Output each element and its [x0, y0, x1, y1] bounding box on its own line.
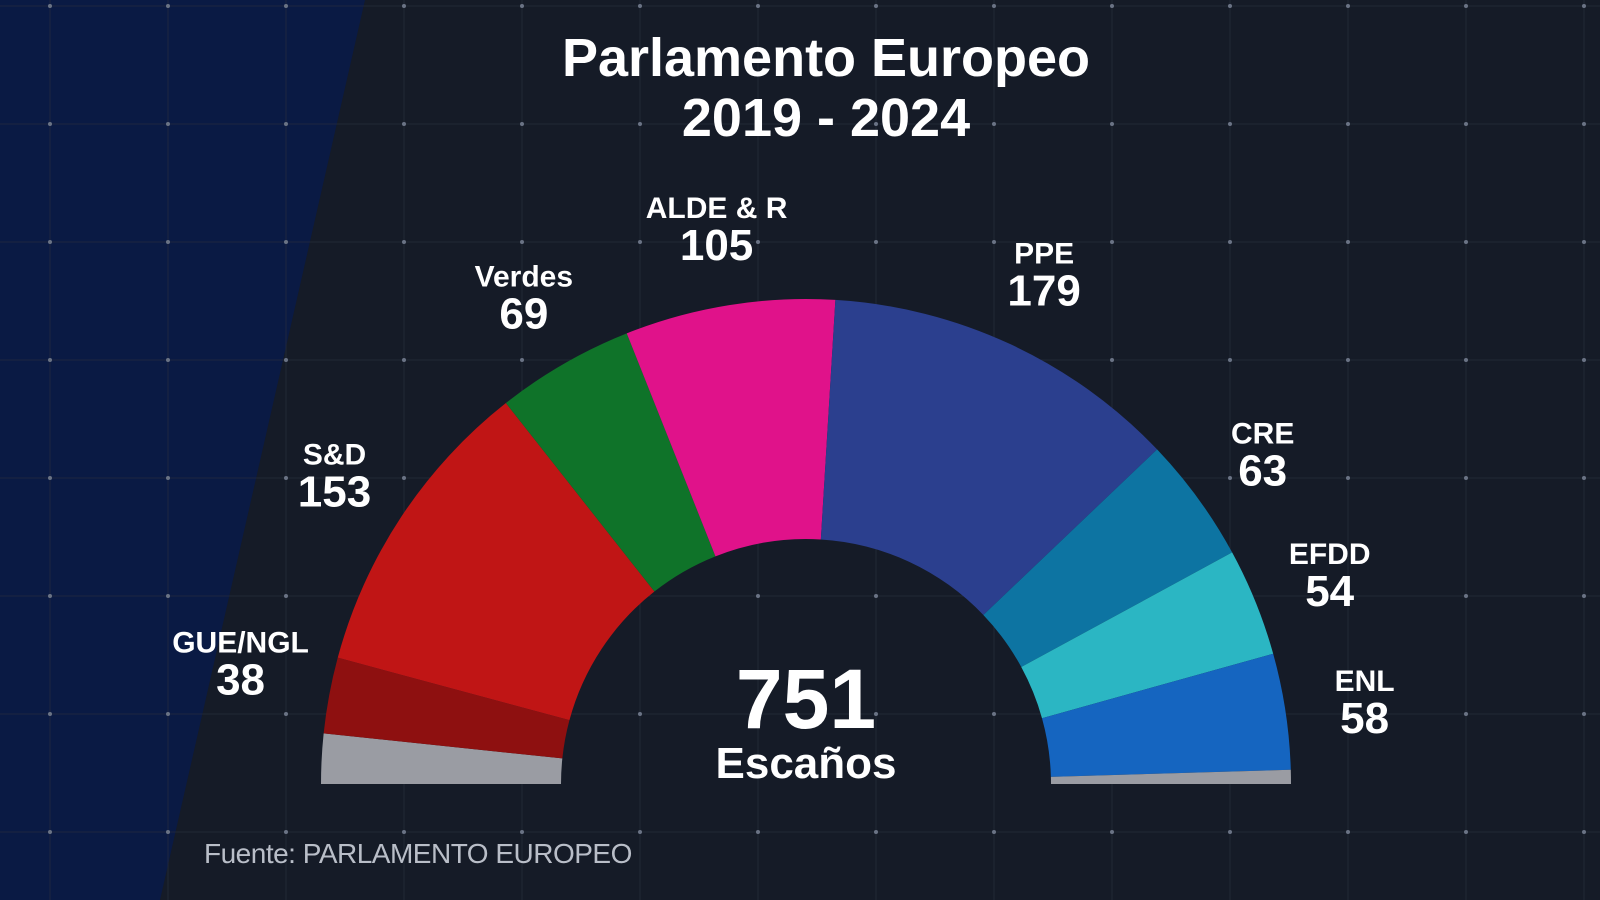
party-seats: 153 [298, 468, 371, 517]
segment-gue-ngl [323, 657, 570, 759]
party-name: PPE [1014, 238, 1074, 271]
segment-alde-r [626, 299, 836, 557]
segment-ppe [820, 299, 1158, 615]
source-note: Fuente: PARLAMENTO EUROPEO [204, 838, 632, 869]
party-name: CRE [1231, 417, 1294, 450]
chart-title: Parlamento Europeo [561, 28, 1091, 88]
party-name: S&D [303, 439, 366, 472]
party-name: Verdes [475, 260, 573, 293]
segment-s-d [337, 403, 655, 721]
segment-unlabeled [321, 733, 563, 784]
party-seats: 69 [499, 289, 548, 338]
chart-subtitle: 2019 - 2024 [681, 88, 971, 148]
total-seats-label: Escaños [716, 739, 897, 788]
party-seats: 58 [1340, 694, 1389, 743]
segment-enl [1041, 653, 1291, 777]
segment-unlabeled [1050, 769, 1291, 784]
party-seats: 38 [216, 656, 265, 705]
segment-efdd [1021, 552, 1274, 719]
party-seats: 179 [1007, 267, 1080, 316]
party-seats: 54 [1305, 567, 1354, 616]
party-seats: 105 [680, 221, 753, 270]
total-seats: 751 [736, 652, 876, 746]
party-name: GUE/NGL [172, 627, 309, 660]
party-name: EFDD [1289, 538, 1371, 571]
party-name: ENL [1335, 665, 1395, 698]
party-name: ALDE & R [646, 192, 788, 225]
segment-verdes [505, 333, 716, 592]
segment-cre [983, 449, 1233, 668]
party-seats: 63 [1238, 446, 1287, 495]
